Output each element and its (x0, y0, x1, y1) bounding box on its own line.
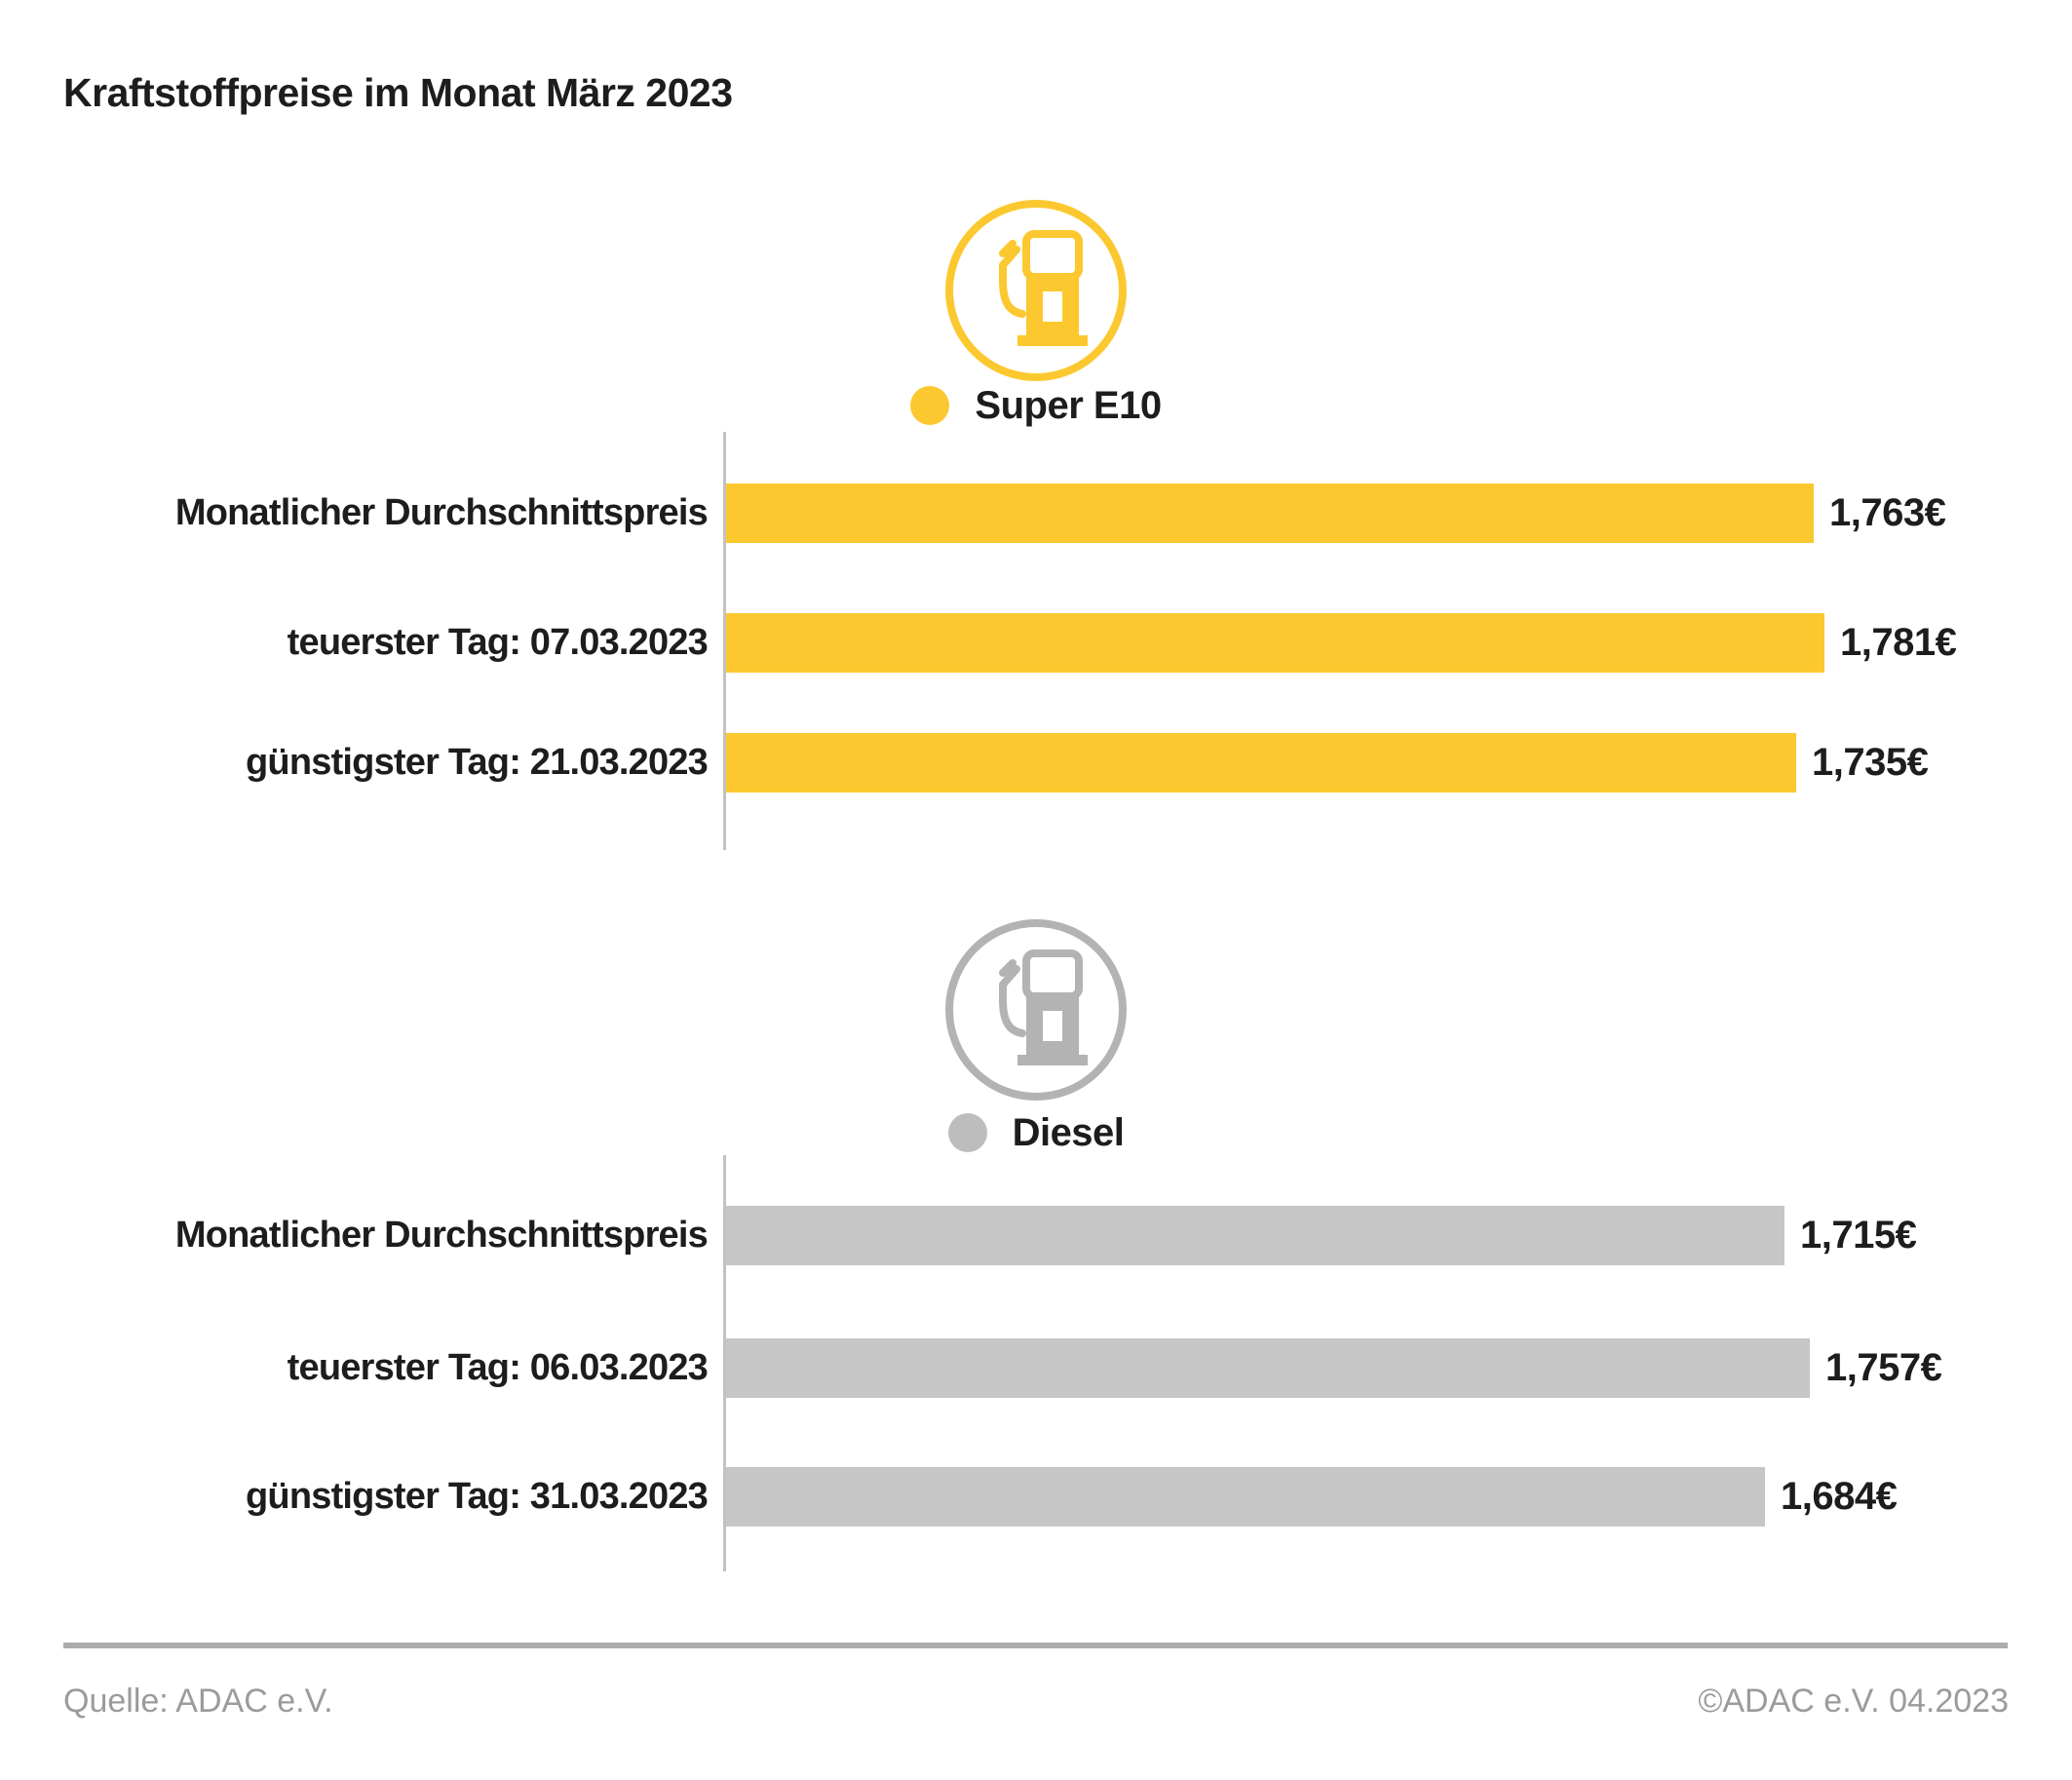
legend-dot-diesel (947, 1113, 987, 1152)
bar-row: günstigster Tag: 21.03.2023 1,735€ (0, 733, 2072, 793)
bar-row-label: Monatlicher Durchschnittspreis (174, 492, 709, 533)
bar-value-label: 1,763€ (1829, 491, 1946, 534)
chart-axis-line (723, 1155, 726, 1571)
bar-diesel-most-expensive-day (726, 1338, 1810, 1398)
bar-super-average (726, 484, 1814, 543)
fuel-pump-icon (940, 195, 1132, 386)
bar-diesel-cheapest-day (726, 1467, 1765, 1527)
bar-super-cheapest-day (726, 733, 1796, 793)
chart-diesel: Monatlicher Durchschnittspreis 1,715€ te… (0, 1155, 2072, 1571)
bar-row: teuerster Tag: 07.03.2023 1,781€ (0, 613, 2072, 673)
legend-label-diesel: Diesel (1012, 1110, 1125, 1154)
bar-row-label: Monatlicher Durchschnittspreis (174, 1215, 709, 1256)
bar-super-most-expensive-day (726, 613, 1824, 673)
page-title: Kraftstoffpreise im Monat März 2023 (63, 70, 733, 115)
diesel-icon-wrap (0, 914, 2072, 1105)
legend-super-e10: Super E10 (0, 384, 2072, 427)
source-credit: Quelle: ADAC e.V. (63, 1683, 333, 1720)
bar-row: günstigster Tag: 31.03.2023 1,684€ (0, 1467, 2072, 1527)
copyright-notice: ©ADAC e.V. 04.2023 (1698, 1683, 2009, 1720)
bar-row: teuerster Tag: 06.03.2023 1,757€ (0, 1338, 2072, 1398)
bar-value-label: 1,757€ (1825, 1346, 1942, 1389)
bar-value-label: 1,684€ (1781, 1475, 1898, 1518)
chart-axis-line (723, 432, 726, 850)
bar-row: Monatlicher Durchschnittspreis 1,763€ (0, 484, 2072, 543)
legend-dot-super-e10 (910, 386, 950, 425)
super-e10-icon-wrap (0, 195, 2072, 386)
bar-row-label: teuerster Tag: 06.03.2023 (287, 1347, 709, 1388)
bar-row-label: günstigster Tag: 31.03.2023 (246, 1476, 709, 1517)
chart-super-e10: Monatlicher Durchschnittspreis 1,763€ te… (0, 432, 2072, 850)
bar-row-label: teuerster Tag: 07.03.2023 (287, 622, 709, 663)
bar-value-label: 1,735€ (1812, 741, 1929, 784)
bar-diesel-average (726, 1206, 1784, 1265)
bar-row: Monatlicher Durchschnittspreis 1,715€ (0, 1206, 2072, 1265)
fuel-pump-icon (940, 914, 1132, 1105)
bar-value-label: 1,715€ (1800, 1214, 1917, 1257)
footer-divider (63, 1643, 2008, 1648)
bar-value-label: 1,781€ (1840, 621, 1957, 664)
bar-row-label: günstigster Tag: 21.03.2023 (246, 742, 709, 783)
legend-diesel: Diesel (0, 1111, 2072, 1154)
legend-label-super-e10: Super E10 (975, 383, 1162, 427)
